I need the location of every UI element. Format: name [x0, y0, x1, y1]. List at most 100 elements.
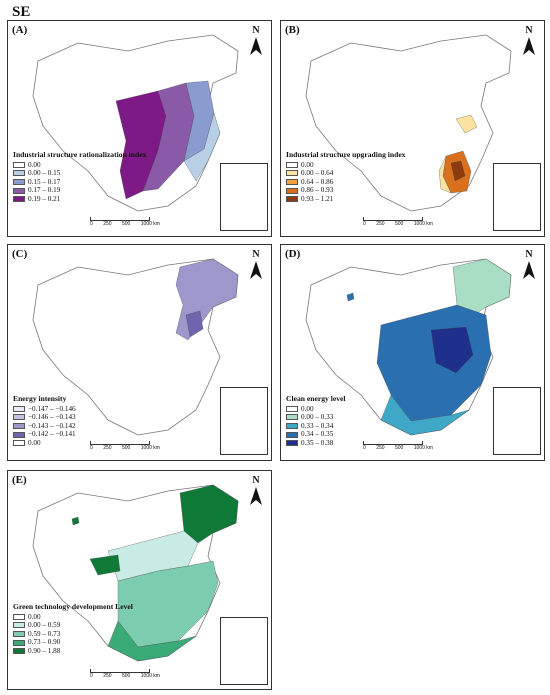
legend-swatch — [286, 187, 298, 194]
scale-tick: 250 — [103, 221, 112, 227]
region-edge — [438, 155, 452, 194]
legend-label: 0.19 – 0.21 — [28, 194, 61, 203]
legend-swatch — [13, 161, 25, 168]
legend-item: 0.00 – 0.33 — [286, 413, 345, 422]
legend-swatch — [13, 196, 25, 203]
legend-swatch — [286, 440, 298, 447]
legend-item: −0.143 – −0.142 — [13, 422, 76, 431]
legend-c: Energy intensity −0.147 – −0.146 −0.146 – … — [13, 394, 76, 448]
scale-tick: 1000 km — [140, 445, 160, 451]
region-south — [380, 394, 470, 436]
legend-swatch — [13, 170, 25, 177]
legend-swatch — [13, 648, 25, 655]
legend-swatch — [286, 405, 298, 412]
scale-tick: 0 — [90, 221, 93, 227]
legend-swatch — [13, 414, 25, 421]
legend-item: 0.35 – 0.38 — [286, 439, 345, 448]
north-arrow-icon — [250, 487, 262, 505]
region-west-spot — [346, 292, 355, 302]
scale-tick: 1000 km — [413, 445, 433, 451]
legend-label: 0.00 – 0.15 — [28, 169, 61, 178]
legend-label: 0.00 — [301, 404, 314, 413]
legend-item: 0.73 – 0.90 — [13, 638, 133, 647]
legend-item: 0.90 – 1.88 — [13, 647, 133, 656]
legend-item: 0.34 – 0.35 — [286, 430, 345, 439]
legend-item: 0.00 — [286, 405, 345, 414]
region-lightest — [183, 112, 221, 182]
legend-swatch — [13, 187, 25, 194]
north-arrow-icon — [523, 37, 535, 55]
panel-label: (B) — [285, 24, 300, 36]
scale-tick: 1000 km — [413, 221, 433, 227]
legend-a: Industrial structure rationalization ind… — [13, 150, 147, 204]
north-arrow: N — [247, 475, 265, 505]
legend-label: 0.59 – 0.73 — [28, 629, 61, 638]
legend-item: 0.19 – 0.21 — [13, 195, 146, 204]
scale-tick: 250 — [376, 445, 385, 451]
legend-label: 0.00 – 0.33 — [301, 413, 334, 422]
legend-swatch — [13, 423, 25, 430]
scale-bar: 0 250 500 1000 km — [363, 217, 433, 227]
map-e — [32, 484, 239, 662]
map-d — [305, 258, 512, 436]
legend-item: 0.17 – 0.19 — [13, 186, 146, 195]
south-china-sea-inset — [493, 163, 541, 231]
scale-tick: 500 — [395, 221, 404, 227]
legend-label: 0.73 – 0.90 — [28, 638, 61, 647]
region-west-spot — [71, 516, 80, 526]
legend-item: 0.00 — [286, 161, 405, 170]
legend-e: Green technology development Level 0.00 0.… — [13, 602, 133, 656]
legend-swatch — [286, 170, 298, 177]
legend-swatch — [286, 431, 298, 438]
legend-swatch — [286, 179, 298, 186]
scale-tick: 0 — [90, 445, 93, 451]
legend-label: −0.143 – −0.142 — [28, 421, 76, 430]
panel-a: (A) N Industrial structure rationalizati… — [7, 20, 272, 237]
scale-tick: 250 — [103, 445, 112, 451]
legend-label: 0.86 – 0.93 — [301, 186, 334, 195]
legend-item: 0.33 – 0.34 — [286, 422, 345, 431]
legend-item: 0.00 — [13, 439, 76, 448]
legend-swatch — [13, 179, 25, 186]
legend-label: 0.00 — [28, 438, 41, 447]
region-northeast — [179, 484, 239, 544]
panel-label: (C) — [12, 248, 28, 260]
region-core — [450, 160, 466, 182]
north-arrow-icon — [250, 37, 262, 55]
scale-tick: 0 — [90, 673, 93, 679]
legend-item: 0.64 – 0.86 — [286, 178, 405, 187]
north-arrow-icon — [523, 261, 535, 279]
scale-tick: 0 — [363, 221, 366, 227]
legend-label: 0.93 – 1.21 — [301, 194, 334, 203]
south-china-sea-inset — [220, 163, 268, 231]
panel-d: (D) N Clean energy level 0.00 0.00 – 0.33 0… — [280, 244, 545, 461]
legend-swatch — [13, 639, 25, 646]
legend-swatch — [286, 423, 298, 430]
legend-label: 0.00 – 0.59 — [28, 621, 61, 630]
north-arrow: N — [247, 249, 265, 279]
legend-b: Industrial structure upgrading index 0.00… — [286, 150, 406, 203]
legend-item: 0.00 – 0.15 — [13, 169, 146, 178]
legend-swatch — [13, 622, 25, 629]
legend-d: Clean energy level 0.00 0.00 – 0.33 0.33 – … — [286, 394, 346, 448]
legend-label: 0.34 – 0.35 — [301, 430, 334, 439]
scale-bar: 0 250 500 1000 km — [90, 669, 160, 679]
panel-b: (B) N Industrial structure upgrading ind… — [280, 20, 545, 237]
scale-tick: 1000 km — [140, 221, 160, 227]
north-arrow: N — [520, 249, 538, 279]
region-south — [107, 620, 197, 662]
region-upper — [455, 114, 478, 134]
legend-item: −0.146 – −0.143 — [13, 413, 76, 422]
legend-item: −0.142 – −0.141 — [13, 430, 76, 439]
scale-tick: 500 — [122, 445, 131, 451]
legend-swatch — [286, 161, 298, 168]
scale-tick: 250 — [376, 221, 385, 227]
scale-bar: 0 250 500 1000 km — [90, 217, 160, 227]
south-china-sea-inset — [220, 617, 268, 685]
map-c — [32, 258, 239, 436]
panel-label: (D) — [285, 248, 301, 260]
legend-label: 0.64 – 0.86 — [301, 177, 334, 186]
region-west — [89, 554, 121, 576]
legend-item: 0.00 — [13, 161, 146, 170]
legend-label: −0.146 – −0.143 — [28, 413, 76, 422]
